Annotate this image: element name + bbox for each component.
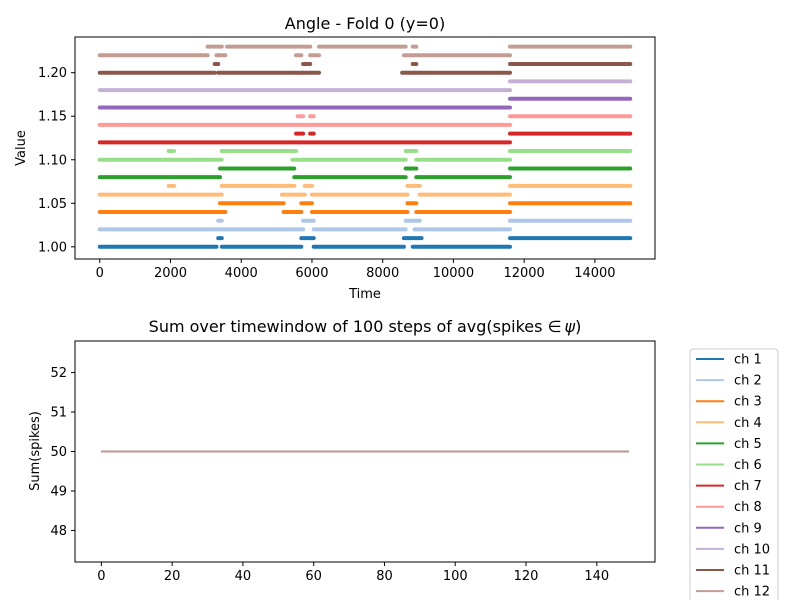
top-chart-frame bbox=[74, 36, 656, 260]
top-chart-x-tick-label-12000: 12000 bbox=[503, 266, 544, 281]
top-chart-x-axis-label: Time bbox=[348, 287, 381, 302]
top-chart-title: Angle - Fold 0 (y=0) bbox=[285, 14, 445, 33]
top-chart-y-axis-label: Value bbox=[14, 130, 29, 166]
top-chart-y-tick-label-3: 1.15 bbox=[38, 110, 67, 125]
legend-label-11: ch 11 bbox=[734, 564, 770, 579]
bottom-chart-x-tick-label-120: 120 bbox=[514, 569, 539, 584]
bottom-chart-y-tick-label-50: 50 bbox=[50, 445, 67, 460]
bottom-chart-title-close: ) bbox=[575, 317, 581, 336]
legend-label-2: ch 2 bbox=[734, 374, 762, 389]
top-chart-y-tick-label-4: 1.20 bbox=[38, 66, 67, 81]
legend-label-9: ch 9 bbox=[734, 521, 762, 536]
top-chart-x-tick-label-8000: 8000 bbox=[366, 266, 399, 281]
legend-label-8: ch 8 bbox=[734, 500, 762, 515]
top-chart-x-tick-label-4000: 4000 bbox=[225, 266, 258, 281]
bottom-chart-x-tick-label-20: 20 bbox=[164, 569, 181, 584]
legend-label-12: ch 12 bbox=[734, 585, 770, 600]
bottom-chart-title-element-symbol: ∈ bbox=[548, 317, 562, 336]
top-chart: Angle - Fold 0 (y=0) 0 2000 4000 6000 8000 10… bbox=[14, 14, 656, 302]
top-chart-x-tick-label-6000: 6000 bbox=[295, 266, 328, 281]
bottom-chart-y-tick-label-48: 48 bbox=[50, 524, 67, 539]
top-chart-y-tick-label-2: 1.10 bbox=[38, 153, 67, 168]
top-chart-x-tick-label-0: 0 bbox=[96, 266, 104, 281]
top-chart-x-tick-label-2000: 2000 bbox=[154, 266, 187, 281]
bottom-chart-x-axis: 0 20 40 60 80 100 120 140 bbox=[97, 562, 609, 584]
legend-label-10: ch 10 bbox=[734, 542, 770, 557]
bottom-chart-x-tick-label-0: 0 bbox=[97, 569, 105, 584]
legend-label-1: ch 1 bbox=[734, 353, 762, 368]
top-chart-x-tick-label-10000: 10000 bbox=[433, 266, 474, 281]
top-chart-x-axis: 0 2000 4000 6000 8000 10000 12000 14000 bbox=[96, 259, 616, 281]
bottom-chart-x-tick-label-40: 40 bbox=[235, 569, 252, 584]
legend-label-6: ch 6 bbox=[734, 458, 762, 473]
bottom-chart-y-axis-label: Sum(spikes) bbox=[28, 411, 43, 491]
legend-label-5: ch 5 bbox=[734, 437, 762, 452]
bottom-chart-title-psi-symbol: ψ bbox=[565, 317, 576, 336]
bottom-chart-y-tick-label-52: 52 bbox=[50, 366, 67, 381]
legend-label-7: ch 7 bbox=[734, 479, 762, 494]
bottom-chart-x-tick-label-140: 140 bbox=[584, 569, 609, 584]
top-chart-y-axis: 1.00 1.05 1.10 1.15 1.20 bbox=[38, 66, 75, 255]
bottom-chart-x-tick-label-60: 60 bbox=[305, 569, 322, 584]
legend: ch 1 ch 2 ch 3 ch 4 ch 5 ch 6 ch 7 ch 8 ch 9 ch 1… bbox=[689, 348, 779, 604]
bottom-chart-title-text: Sum over timewindow of 100 steps of avg(… bbox=[149, 317, 548, 336]
top-chart-y-tick-label-0: 1.00 bbox=[38, 240, 67, 255]
bottom-chart-x-tick-label-80: 80 bbox=[376, 569, 393, 584]
legend-label-3: ch 3 bbox=[734, 395, 762, 410]
bottom-chart-y-axis: 48 49 50 51 52 bbox=[50, 366, 75, 539]
bottom-chart-y-tick-label-51: 51 bbox=[50, 406, 67, 421]
bottom-chart: Sum over timewindow of 100 steps of avg(… bbox=[28, 317, 656, 584]
bottom-chart-y-tick-label-49: 49 bbox=[50, 484, 67, 499]
bottom-chart-x-tick-label-100: 100 bbox=[443, 569, 468, 584]
legend-label-4: ch 4 bbox=[734, 416, 762, 431]
top-chart-plot-area bbox=[97, 44, 633, 249]
bottom-chart-title: Sum over timewindow of 100 steps of avg(… bbox=[149, 317, 582, 336]
top-chart-y-tick-label-1: 1.05 bbox=[38, 197, 67, 212]
legend-box bbox=[689, 348, 779, 604]
top-chart-x-tick-label-14000: 14000 bbox=[574, 266, 615, 281]
